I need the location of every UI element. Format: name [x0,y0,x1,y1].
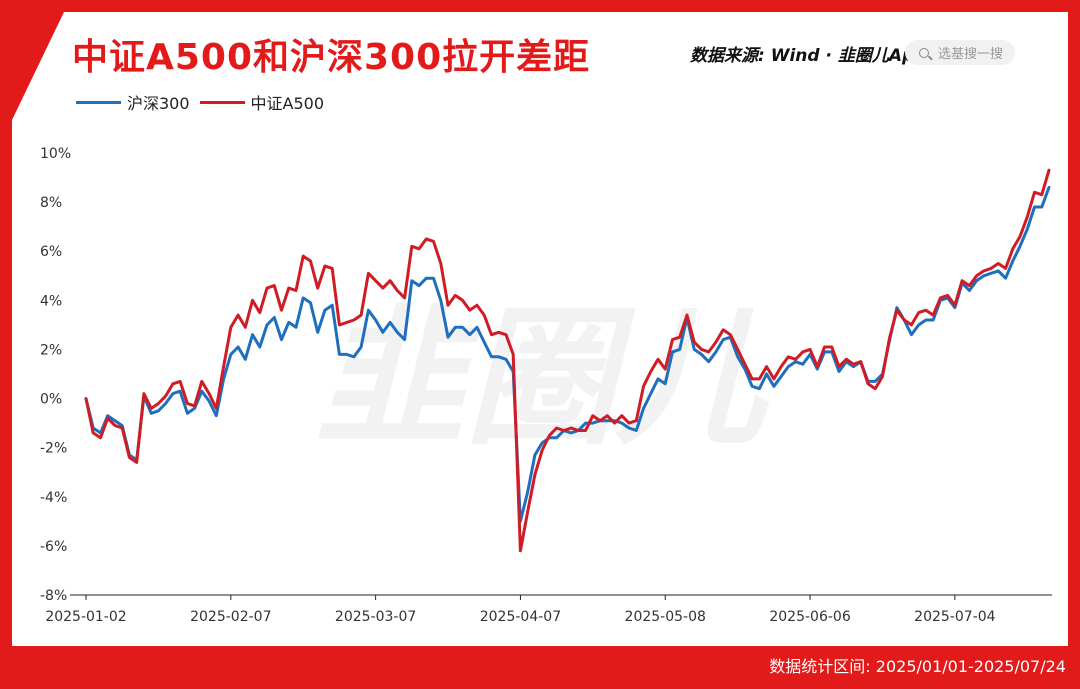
search-icon [919,47,929,58]
x-tick-label: 2025-06-06 [769,609,850,625]
y-tick-label: -2% [40,441,67,457]
chart-legend: 沪深300 中证A500 [76,90,334,114]
x-tick-label: 2025-05-08 [625,609,706,625]
y-tick-label: 10% [40,146,71,162]
legend-item-hs300: 沪深300 [76,90,190,114]
search-placeholder: 选基搜一搜 [938,47,1004,62]
y-tick-label: 2% [40,342,62,358]
x-tick-label: 2025-03-07 [335,609,416,625]
page-title: 中证A500和沪深300拉开差距 [72,37,591,78]
search-box[interactable]: 选基搜一搜 [905,40,1015,65]
legend-label-a500: 中证A500 [250,94,325,113]
x-tick-label: 2025-07-04 [914,609,995,625]
x-tick-label: 2025-01-02 [45,609,126,625]
date-range-note: 数据统计区间: 2025/01/01-2025/07/24 [769,657,1066,676]
y-tick-label: -8% [40,588,67,604]
y-tick-label: -6% [40,539,67,555]
data-source: 数据来源: Wind · 韭圈儿App [690,46,927,66]
legend-swatch-a500 [199,100,245,104]
x-tick-label: 2025-02-07 [190,609,271,625]
y-tick-label: 6% [40,244,62,260]
legend-label-hs300: 沪深300 [127,94,190,113]
corner-accent [12,12,64,120]
series-line-a500 [84,168,1051,553]
watermark-logo: 韭圈儿 [315,292,770,466]
legend-swatch-hs300 [76,100,121,104]
y-tick-label: 0% [40,392,62,408]
y-tick-label: 8% [40,195,62,211]
legend-item-a500: 中证A500 [199,90,325,114]
y-tick-label: -4% [40,490,67,506]
x-tick-label: 2025-04-07 [480,609,561,625]
y-tick-label: 4% [40,293,62,309]
